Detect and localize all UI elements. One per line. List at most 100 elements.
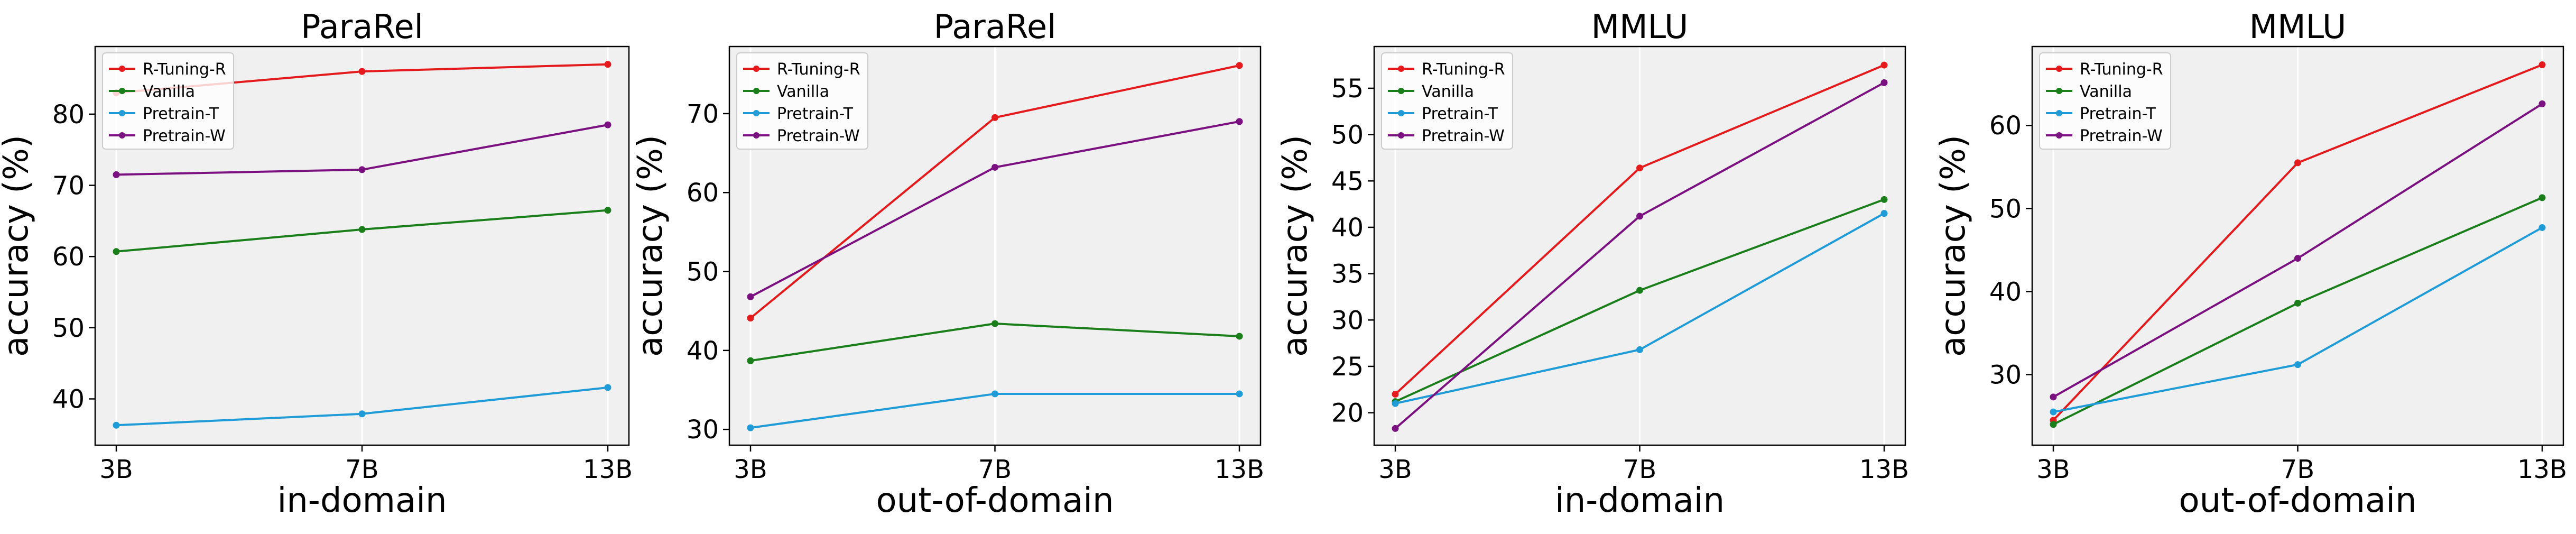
y-tick-label: 70 [52, 171, 85, 201]
legend-label: Vanilla [143, 82, 195, 101]
x-tick-label: 13B [1215, 455, 1264, 484]
data-point [113, 248, 120, 255]
legend-label: R-Tuning-R [2080, 60, 2163, 79]
data-point [1636, 346, 1643, 353]
series-2 [113, 207, 611, 255]
data-point [1236, 62, 1243, 69]
x-tick-label: 7B [345, 455, 378, 484]
data-point [2294, 299, 2301, 307]
data-point [747, 357, 754, 364]
legend-box [736, 52, 868, 150]
series-4 [113, 121, 611, 178]
x-tick-label: 7B [2281, 455, 2314, 484]
x-axis-label: out-of-domain [2179, 481, 2416, 520]
y-tick-label: 50 [1331, 121, 1364, 150]
y-tick-label: 35 [1331, 260, 1364, 289]
data-point [992, 163, 998, 171]
legend-label: Pretrain-W [2080, 127, 2163, 145]
x-tick-label: 3B [2036, 455, 2070, 484]
data-point [2050, 408, 2057, 416]
legend-label: Pretrain-T [143, 105, 219, 123]
legend-label: Vanilla [1422, 82, 1474, 101]
y-tick-label: 30 [1989, 360, 2022, 390]
legend: R-Tuning-R Vanilla Pretrain-T Pretrain-W [102, 52, 234, 150]
legend-swatch-marker [1398, 132, 1404, 139]
data-point [2050, 393, 2057, 401]
y-tick-label: 60 [1989, 111, 2022, 141]
data-point [1880, 196, 1888, 203]
legend-label: Pretrain-T [777, 105, 854, 123]
data-point [747, 315, 754, 322]
legend-swatch-marker [753, 66, 759, 72]
data-point [1392, 425, 1399, 432]
data-point [747, 293, 754, 300]
data-point [992, 320, 998, 327]
x-axis-label: out-of-domain [876, 481, 1114, 520]
x-tick-label: 3B [1378, 455, 1412, 484]
series-4 [2050, 100, 2546, 401]
y-axis-label: accuracy (%) [0, 135, 36, 357]
legend-label: Pretrain-W [777, 127, 860, 145]
chart-title: MMLU [1591, 7, 1689, 46]
legend-swatch-marker [2056, 88, 2062, 94]
data-point [358, 226, 366, 233]
data-point [2294, 255, 2301, 262]
x-tick-label: 13B [2517, 455, 2567, 484]
data-point [1392, 400, 1399, 407]
y-axis-label: accuracy (%) [631, 135, 670, 357]
data-point [604, 207, 611, 214]
y-tick-label: 30 [687, 415, 719, 445]
legend-label: Pretrain-W [143, 127, 226, 145]
x-tick-label: 7B [978, 455, 1012, 484]
legend-swatch-marker [1398, 88, 1404, 94]
data-point [113, 421, 120, 429]
legend-label: R-Tuning-R [143, 60, 226, 79]
x-tick-label: 13B [1859, 455, 1909, 484]
y-tick-label: 25 [1331, 352, 1364, 382]
y-tick-label: 20 [1331, 399, 1364, 428]
data-point [1636, 164, 1643, 172]
y-tick-label: 30 [1331, 306, 1364, 335]
y-tick-label: 45 [1331, 167, 1364, 196]
legend-box [102, 52, 234, 150]
legend-label: R-Tuning-R [1422, 60, 1505, 79]
data-point [113, 171, 120, 178]
chart-panel-3: 3B 7B 13B 20 25 30 35 40 45 50 55 MMLU in-domain accu… [1276, 7, 1909, 520]
legend-swatch-marker [119, 132, 125, 139]
data-point [1880, 79, 1888, 86]
y-tick-label: 40 [1989, 277, 2022, 307]
x-tick-label: 7B [1623, 455, 1656, 484]
series-1 [1392, 61, 1888, 398]
chart-title: ParaRel [934, 7, 1057, 46]
data-point [604, 384, 611, 391]
y-tick-label: 50 [52, 314, 85, 343]
data-point [992, 390, 998, 398]
data-point [358, 166, 366, 173]
legend-swatch-marker [2056, 110, 2062, 116]
data-point [2538, 224, 2546, 231]
legend-swatch-marker [1398, 110, 1404, 116]
data-point [747, 424, 754, 431]
data-point [1636, 287, 1643, 294]
series-3 [747, 390, 1243, 431]
y-tick-label: 40 [687, 336, 719, 366]
series-2 [747, 320, 1243, 364]
y-tick-label: 70 [687, 99, 719, 129]
legend-label: Pretrain-T [2080, 105, 2156, 123]
chart-panel-2: 3B 7B 13B 30 40 50 60 70 ParaRel out-of-domain acc… [631, 7, 1264, 520]
legend-label: Vanilla [777, 82, 829, 101]
x-tick-label: 3B [99, 455, 133, 484]
legend-box [1381, 52, 1513, 150]
chart-title: MMLU [2249, 7, 2347, 46]
y-tick-label: 50 [687, 257, 719, 287]
data-point [1236, 390, 1243, 398]
data-point [1392, 391, 1399, 398]
data-point [2050, 421, 2057, 428]
y-tick-label: 40 [1331, 213, 1364, 243]
data-point [604, 121, 611, 128]
data-point [2294, 361, 2301, 369]
legend-label: R-Tuning-R [777, 60, 860, 79]
legend-swatch-marker [119, 88, 125, 94]
x-axis-label: in-domain [1555, 481, 1725, 520]
